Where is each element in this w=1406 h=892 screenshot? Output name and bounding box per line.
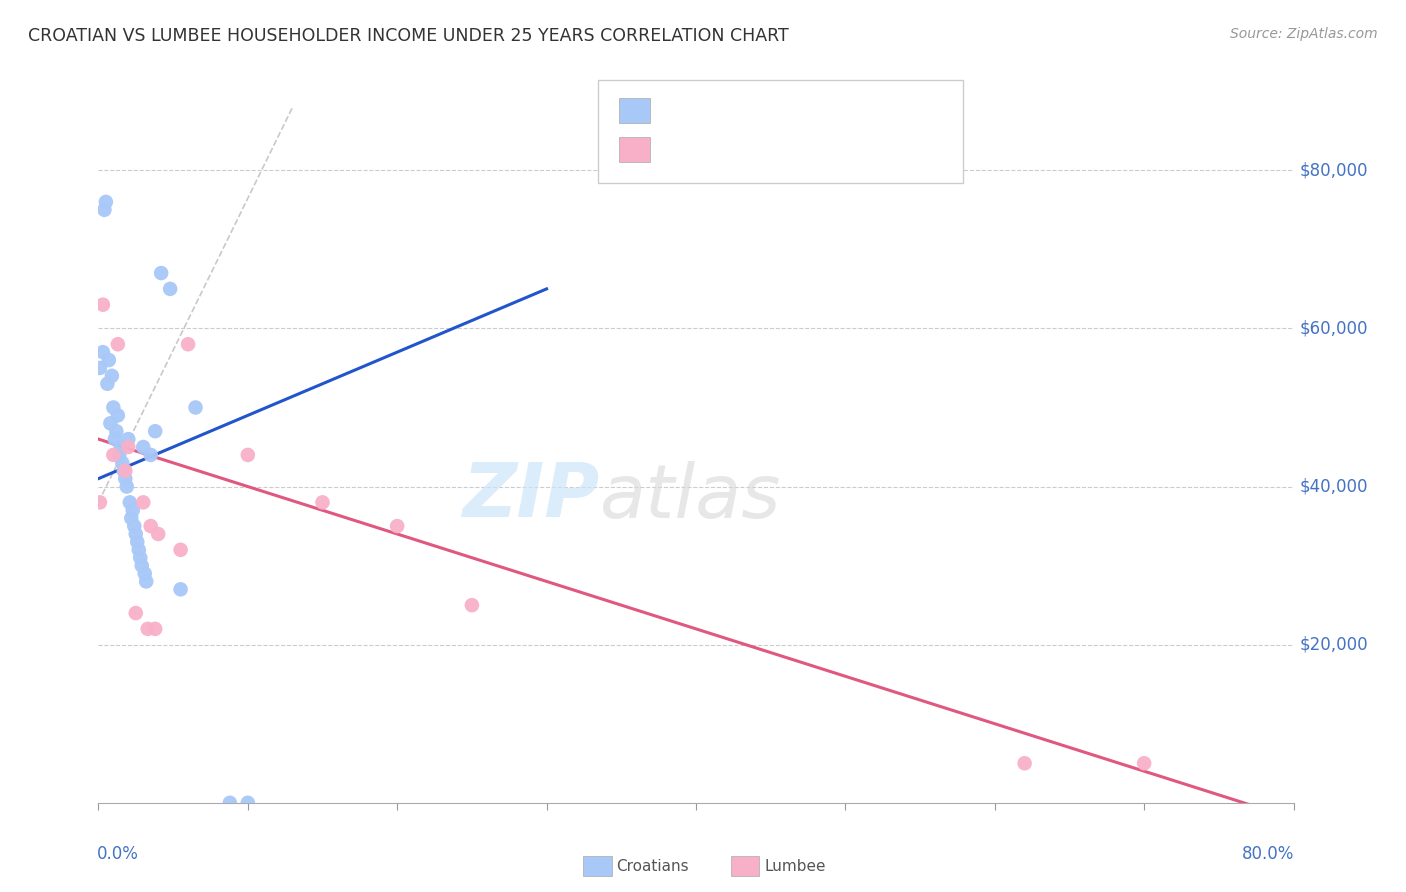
Point xyxy=(184,401,207,415)
Point xyxy=(159,282,181,296)
Text: Croatians: Croatians xyxy=(616,859,689,873)
Point xyxy=(150,266,173,280)
Text: 0.0%: 0.0% xyxy=(97,845,139,863)
Point xyxy=(117,432,139,446)
Point xyxy=(97,353,120,368)
Point xyxy=(385,519,409,533)
Point xyxy=(98,417,122,431)
Point xyxy=(115,479,138,493)
Point xyxy=(114,464,136,478)
Text: $60,000: $60,000 xyxy=(1299,319,1368,337)
Point xyxy=(127,535,149,549)
Text: ZIP: ZIP xyxy=(463,460,600,533)
Text: 80.0%: 80.0% xyxy=(1243,845,1295,863)
Point xyxy=(1133,756,1156,771)
Point xyxy=(311,495,333,509)
Point xyxy=(143,424,166,438)
Point xyxy=(139,448,162,462)
Point xyxy=(125,527,148,541)
Point xyxy=(139,519,162,533)
Point xyxy=(110,440,132,454)
Point xyxy=(132,495,155,509)
Point xyxy=(107,409,129,423)
Point xyxy=(105,424,128,438)
Point xyxy=(89,495,111,509)
Point xyxy=(91,298,114,312)
Point xyxy=(94,194,117,209)
Point xyxy=(96,376,118,391)
Point xyxy=(108,448,131,462)
Point xyxy=(135,574,157,589)
Point xyxy=(118,495,141,509)
Point xyxy=(93,202,115,217)
Text: atlas: atlas xyxy=(600,460,782,533)
Point xyxy=(111,456,134,470)
Text: $80,000: $80,000 xyxy=(1299,161,1368,179)
Point xyxy=(143,622,166,636)
Point xyxy=(124,519,146,533)
Point xyxy=(104,432,127,446)
Text: Lumbee: Lumbee xyxy=(765,859,827,873)
Point xyxy=(236,448,259,462)
Point xyxy=(169,542,191,557)
Point xyxy=(136,622,159,636)
Point xyxy=(129,550,152,565)
Point xyxy=(101,368,124,383)
Point xyxy=(169,582,191,597)
Text: $40,000: $40,000 xyxy=(1299,477,1368,496)
Point xyxy=(461,598,484,612)
Point xyxy=(128,542,150,557)
Point xyxy=(103,448,125,462)
Point xyxy=(125,606,148,620)
Text: CROATIAN VS LUMBEE HOUSEHOLDER INCOME UNDER 25 YEARS CORRELATION CHART: CROATIAN VS LUMBEE HOUSEHOLDER INCOME UN… xyxy=(28,27,789,45)
Point xyxy=(114,472,136,486)
Point xyxy=(1014,756,1036,771)
Point xyxy=(132,440,155,454)
Point xyxy=(117,440,139,454)
Point xyxy=(219,796,242,810)
Point xyxy=(177,337,200,351)
Point xyxy=(89,361,111,376)
Text: R =   0.321   N = 39: R = 0.321 N = 39 xyxy=(658,102,841,120)
Point xyxy=(120,511,142,525)
Text: Source: ZipAtlas.com: Source: ZipAtlas.com xyxy=(1230,27,1378,41)
Point xyxy=(91,345,114,359)
Point xyxy=(134,566,156,581)
Point xyxy=(103,401,125,415)
Point xyxy=(112,464,135,478)
Point xyxy=(236,796,259,810)
Point xyxy=(131,558,153,573)
Point xyxy=(107,337,129,351)
Text: $20,000: $20,000 xyxy=(1299,636,1368,654)
Text: R = -0.640   N = 20: R = -0.640 N = 20 xyxy=(658,141,835,159)
Point xyxy=(121,503,143,517)
Point xyxy=(148,527,170,541)
